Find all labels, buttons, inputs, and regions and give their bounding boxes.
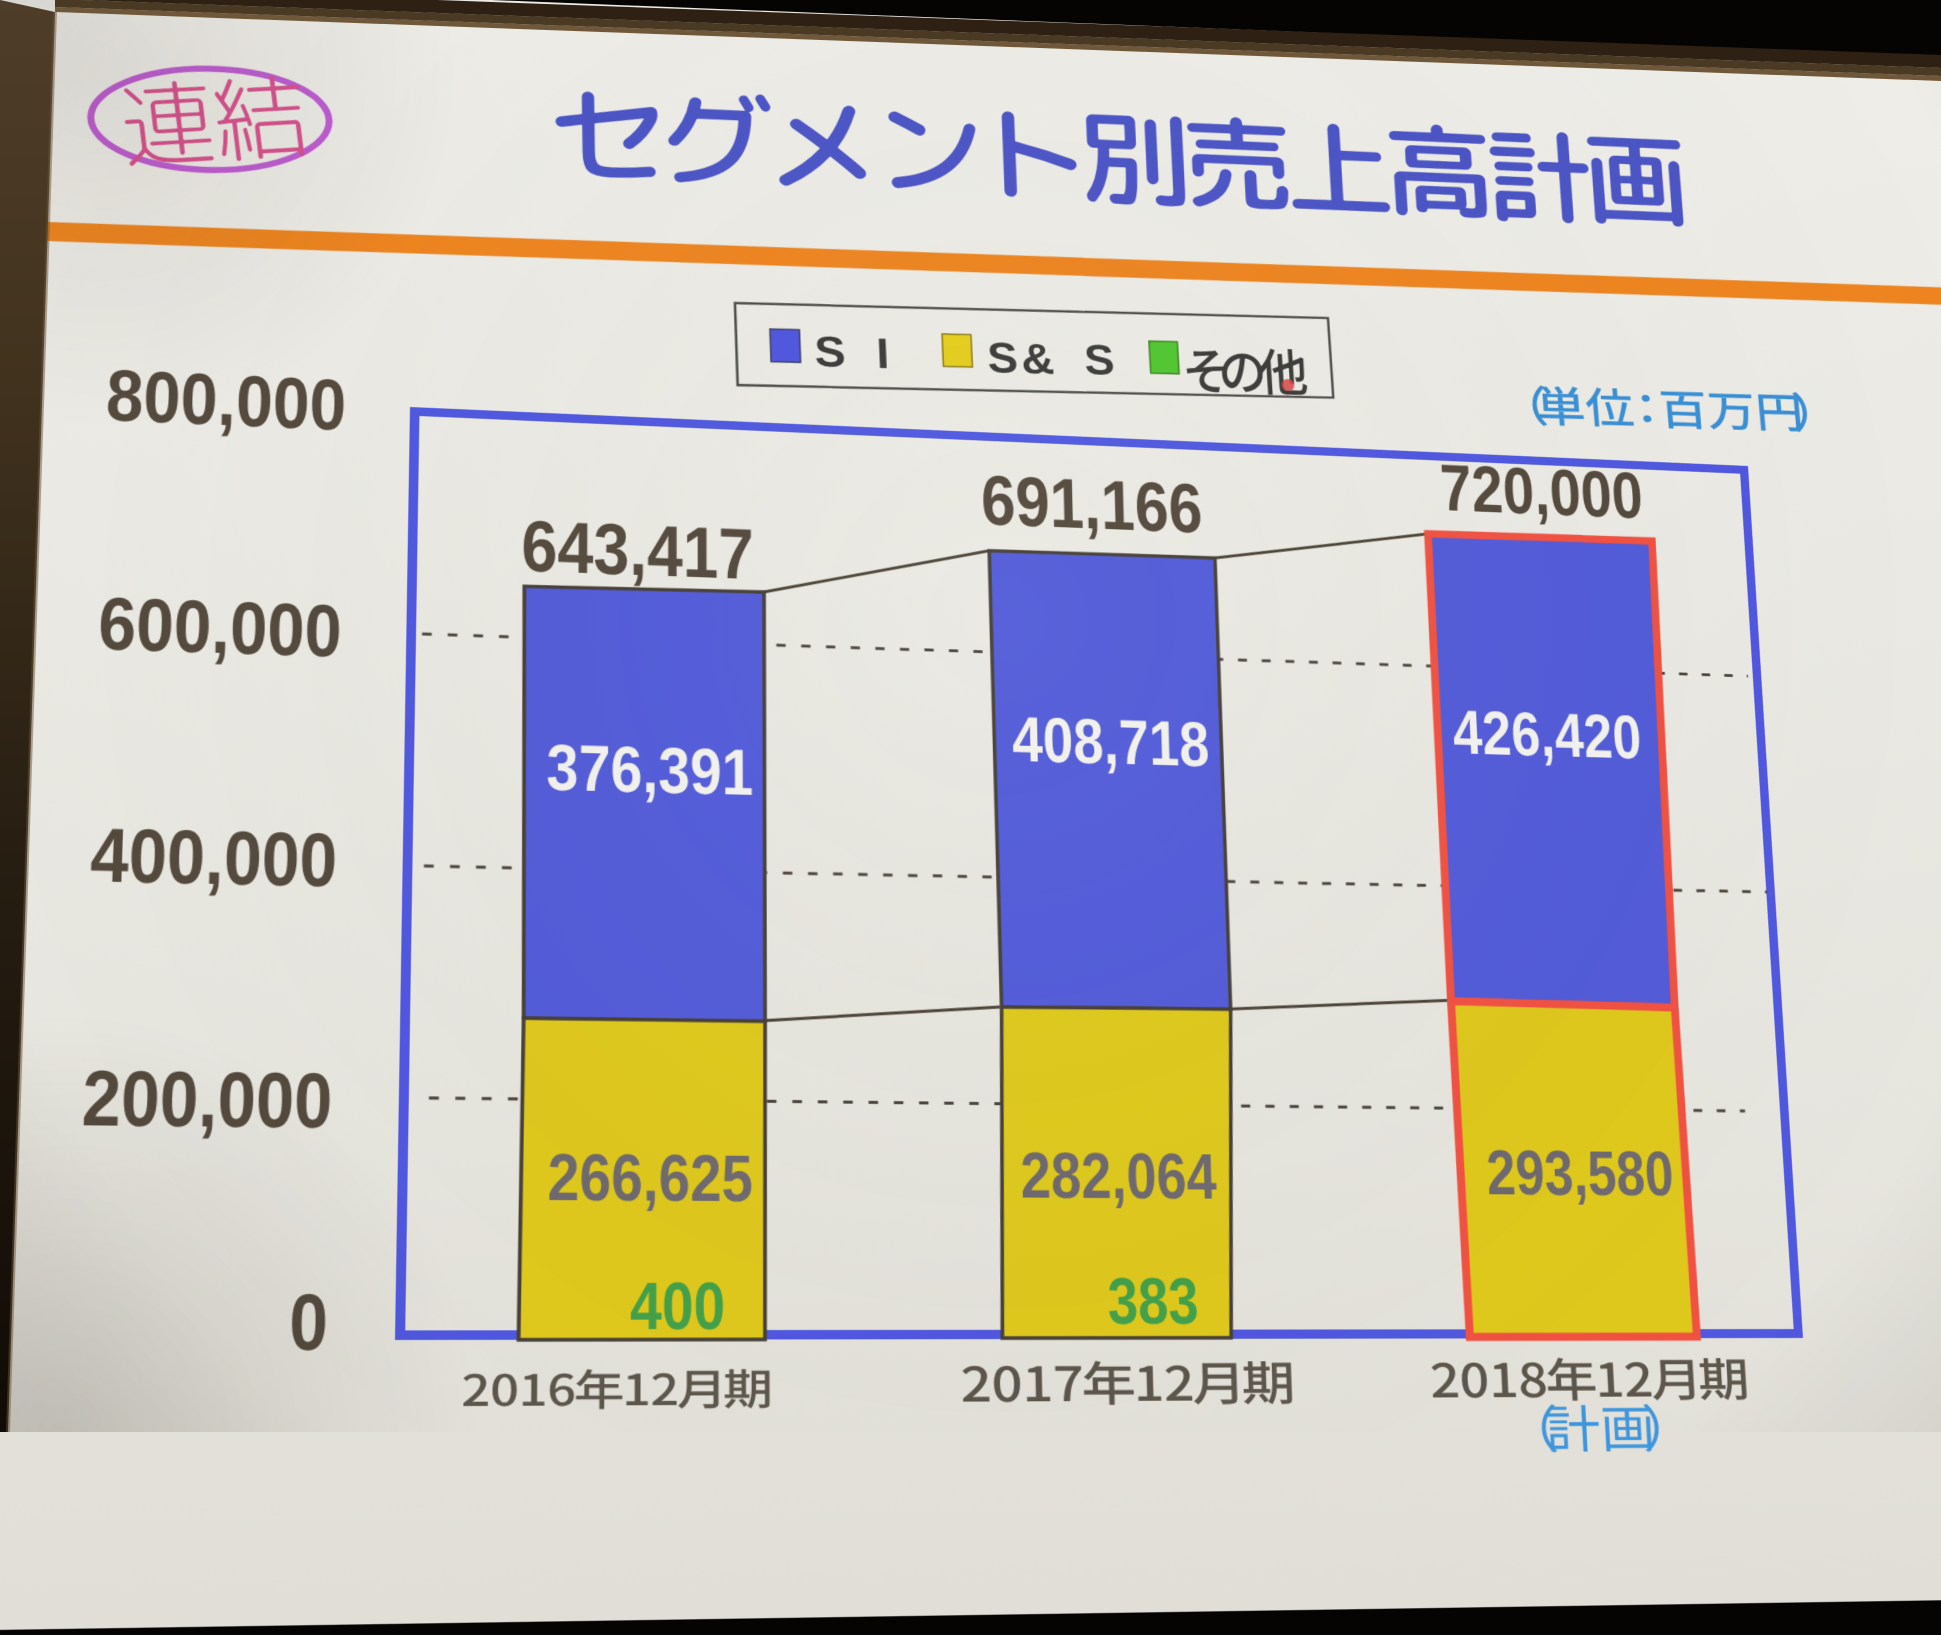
- svg-text:0: 0: [288, 1278, 328, 1367]
- svg-text:&: &: [1020, 335, 1055, 383]
- svg-text:I: I: [875, 329, 890, 377]
- svg-text:600,000: 600,000: [97, 582, 342, 673]
- svg-text:643,417: 643,417: [521, 506, 754, 595]
- svg-text:282,064: 282,064: [1020, 1140, 1218, 1213]
- svg-text:S: S: [986, 334, 1019, 382]
- svg-text:800,000: 800,000: [105, 355, 347, 446]
- svg-text:400,000: 400,000: [89, 813, 338, 904]
- svg-text:408,718: 408,718: [1011, 704, 1210, 780]
- svg-text:426,420: 426,420: [1451, 697, 1643, 772]
- svg-text:S: S: [1083, 336, 1116, 384]
- svg-text:293,580: 293,580: [1485, 1138, 1675, 1210]
- svg-text:400: 400: [630, 1269, 725, 1344]
- svg-text:720,000: 720,000: [1439, 451, 1645, 533]
- svg-text:376,391: 376,391: [546, 731, 753, 809]
- svg-text:S: S: [814, 327, 847, 376]
- svg-text:200,000: 200,000: [81, 1055, 333, 1145]
- svg-text:383: 383: [1107, 1265, 1200, 1338]
- svg-text:266,625: 266,625: [547, 1141, 753, 1216]
- svg-text:691,166: 691,166: [980, 461, 1203, 548]
